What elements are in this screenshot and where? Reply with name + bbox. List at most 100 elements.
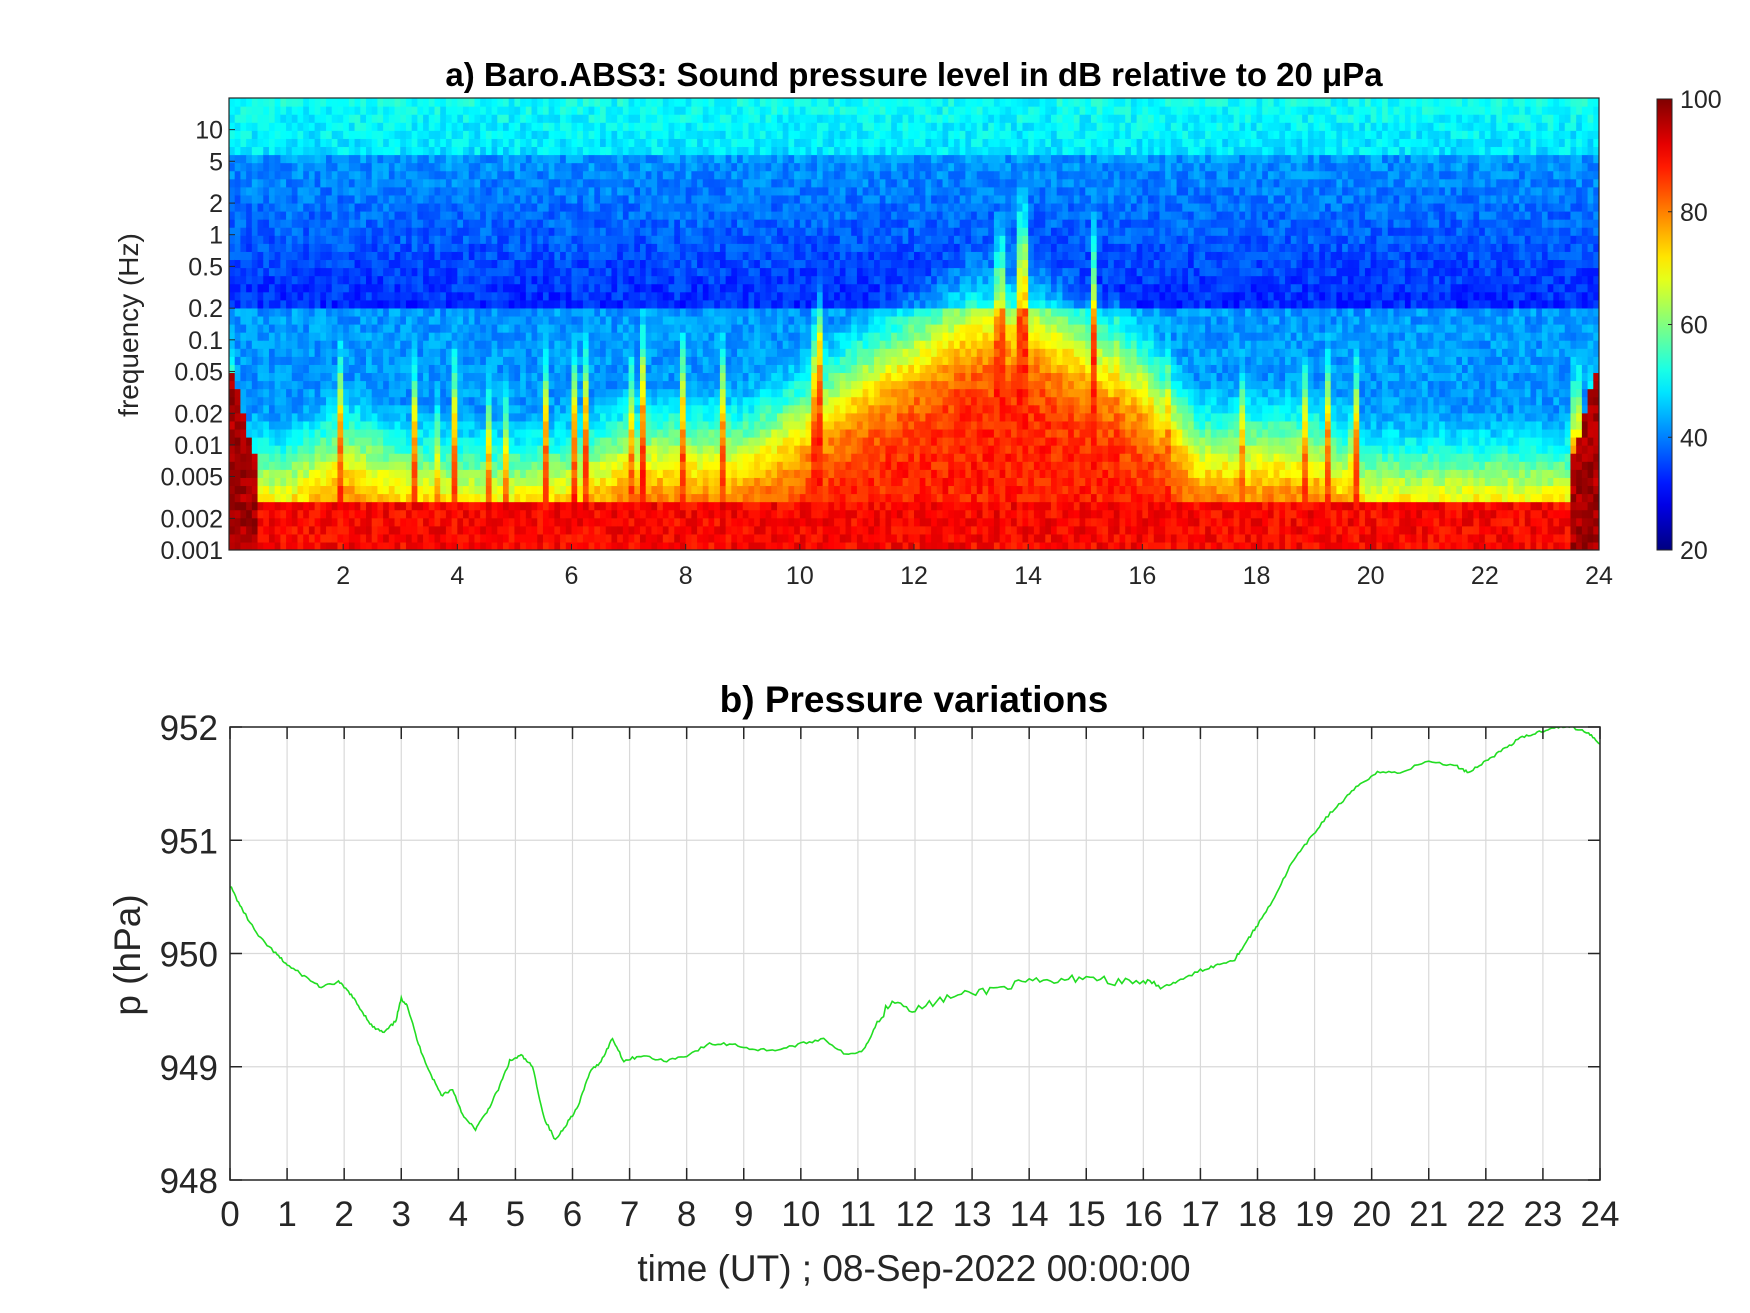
spectrogram-cell <box>725 162 732 172</box>
spectrogram-cell <box>714 525 721 535</box>
spectrogram-cell <box>628 461 635 470</box>
spectrogram-cell <box>588 299 595 309</box>
spectrogram-cell <box>542 348 550 357</box>
spectrogram-cell <box>229 428 236 438</box>
spectrogram-cell <box>600 186 607 196</box>
spectrogram-cell <box>234 146 242 156</box>
spectrogram-cell <box>560 364 567 374</box>
spectrogram-cell <box>343 485 350 495</box>
spectrogram-cell <box>685 372 692 382</box>
spectrogram-cell <box>605 130 613 139</box>
spectrogram-cell <box>565 275 573 285</box>
spectrogram-cell <box>674 469 681 478</box>
spectrogram-cell <box>417 340 424 349</box>
spectrogram-cell <box>354 251 361 261</box>
spectrogram-cell <box>645 235 653 244</box>
spectrogram-cell <box>560 299 567 309</box>
spectrogram-cell <box>565 477 573 487</box>
spectrogram-cell <box>246 388 253 398</box>
spectrogram-cell <box>617 356 624 365</box>
spectrogram-cell <box>531 170 538 180</box>
spectrogram-cell <box>440 219 447 228</box>
spectrogram-cell <box>417 243 424 252</box>
spectrogram-cell <box>314 340 321 349</box>
spectrogram-cell <box>645 315 653 325</box>
spectrogram-cell <box>582 461 590 470</box>
spectrogram-cell <box>588 178 595 188</box>
spectrogram-cell <box>286 283 293 293</box>
spectrogram-cell <box>428 130 436 139</box>
spectrogram-cell <box>251 154 259 164</box>
spectrogram-cell <box>514 428 521 438</box>
spectrogram-cell <box>411 275 418 285</box>
spectrogram-cell <box>240 98 247 107</box>
spectrogram-cell <box>582 517 590 527</box>
spectrogram-cell <box>268 106 276 115</box>
spectrogram-cell <box>731 154 738 164</box>
spectrogram-cell <box>331 227 339 236</box>
spectrogram-cell <box>388 324 396 333</box>
spectrogram-cell <box>617 485 624 495</box>
spectrogram-cell <box>240 501 247 511</box>
spectrogram-cell <box>394 283 401 293</box>
spectrogram-cell <box>645 291 653 301</box>
spectrogram-cell <box>280 380 287 390</box>
spectrogram-cell <box>662 348 670 357</box>
spectrogram-cell <box>388 332 396 341</box>
spectrogram-cell <box>565 243 573 252</box>
spectrogram-cell <box>445 98 453 107</box>
spectrogram-cell <box>491 404 498 414</box>
spectrogram-cell <box>588 388 595 398</box>
spectrogram-cell <box>679 122 687 131</box>
spectrogram-cell <box>423 122 430 131</box>
spectrogram-cell <box>331 219 339 228</box>
spectrogram-cell <box>246 138 253 148</box>
spectrogram-cell <box>366 162 373 172</box>
spectrogram-cell <box>400 461 407 470</box>
spectrogram-cell <box>725 340 732 349</box>
spectrogram-cell <box>274 509 281 519</box>
spectrogram-cell <box>514 356 521 365</box>
spectrogram-cell <box>697 219 704 228</box>
spectrogram-cell <box>531 445 538 454</box>
spectrogram-cell <box>508 194 516 204</box>
spectrogram-cell <box>622 428 630 438</box>
spectrogram-cell <box>491 122 498 131</box>
spectrogram-cell <box>308 517 316 527</box>
spectrogram-cell <box>691 251 698 261</box>
spectrogram-cell <box>714 186 721 196</box>
spectrogram-cell <box>651 307 658 317</box>
spectrogram-cell <box>531 493 538 503</box>
spectrogram-cell <box>651 525 658 535</box>
spectrogram-cell <box>697 299 704 309</box>
spectrogram-cell <box>343 509 350 519</box>
spectrogram-cell <box>554 461 561 470</box>
spectrogram-cell <box>383 130 390 139</box>
spectrogram-cell <box>257 501 264 511</box>
spectrogram-cell <box>377 307 384 317</box>
spectrogram-cell <box>588 485 595 495</box>
spectrogram-cell <box>337 437 344 446</box>
spectrogram-cell <box>514 146 521 156</box>
spectrogram-cell <box>605 493 613 503</box>
spectrogram-cell <box>451 259 458 269</box>
spectrogram-cell <box>702 517 710 527</box>
spectrogram-cell <box>428 477 436 487</box>
spectrogram-cell <box>622 186 630 196</box>
spectrogram-cell <box>297 138 304 148</box>
spectrogram-cell <box>708 340 715 349</box>
spectrogram-cell <box>588 509 595 519</box>
spectrogram-cell <box>303 146 310 156</box>
spectrogram-cell <box>714 178 721 188</box>
spectrogram-cell <box>719 453 727 462</box>
spectrogram-cell <box>702 469 710 478</box>
spectrogram-cell <box>679 315 687 325</box>
spectrogram-cell <box>463 267 470 277</box>
spectrogram-cell <box>451 437 458 446</box>
spectrogram-cell <box>343 251 350 261</box>
spectrogram-cell <box>234 324 242 333</box>
spectrogram-cell <box>531 235 538 244</box>
spectrogram-cell <box>497 106 504 115</box>
spectrogram-cell <box>582 186 590 196</box>
spectrogram-cell <box>725 485 732 495</box>
